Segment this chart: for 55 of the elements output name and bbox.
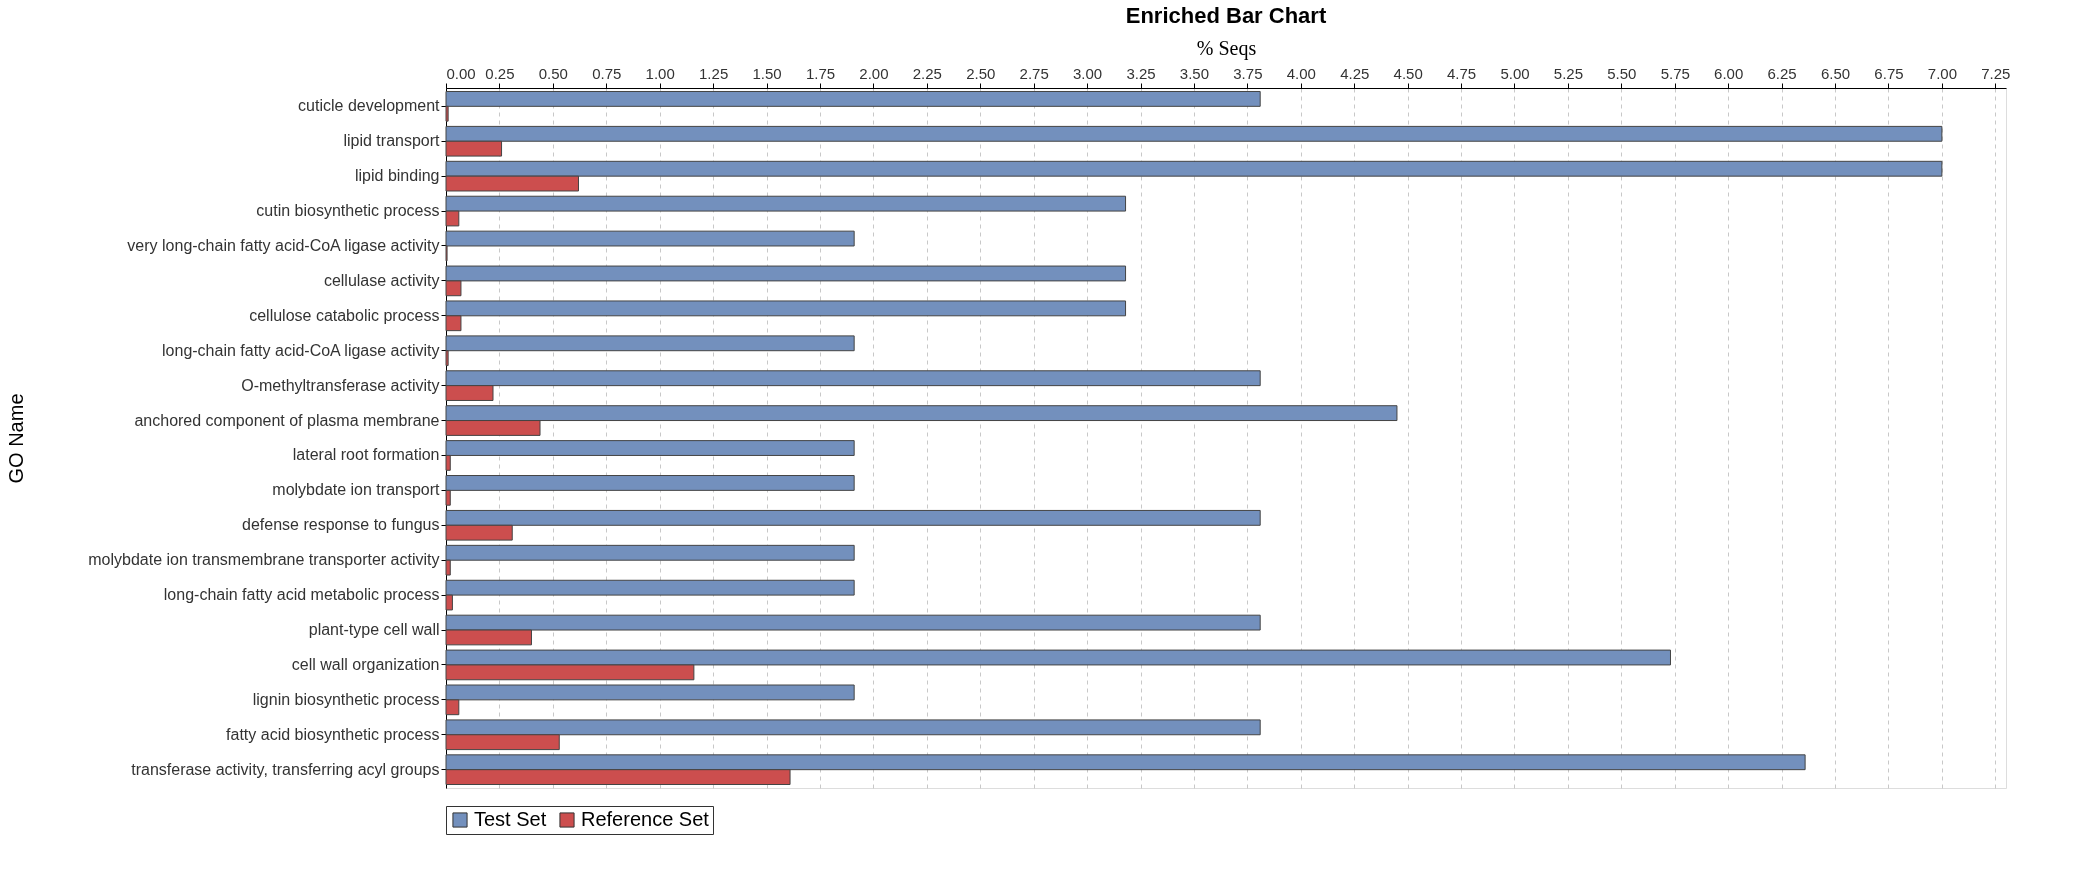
x-tick-label: 0.50 — [538, 64, 568, 82]
y-tick-label: anchored component of plasma membrane — [134, 411, 440, 429]
y-tick-label: cell wall organization — [291, 655, 440, 673]
x-tick-label: 0.75 — [592, 64, 622, 82]
x-tick-label: 6.50 — [1820, 64, 1851, 82]
y-tick-label: long-chain fatty acid-CoA ligase activity — [162, 341, 440, 359]
x-tick-label: 1.50 — [752, 64, 782, 82]
y-tick-label: cuticle development — [298, 97, 441, 115]
x-tick-label: 6.75 — [1874, 64, 1904, 82]
x-tick-label: 3.25 — [1126, 64, 1156, 82]
x-tick-label: 1.25 — [699, 64, 729, 82]
y-tick-label: defense response to fungus — [242, 516, 440, 534]
legend-label: Test Set — [474, 808, 547, 830]
x-tick-label: 5.00 — [1500, 64, 1530, 82]
y-tick-label: cutin biosynthetic process — [256, 202, 440, 220]
x-tick-label: 2.50 — [966, 64, 996, 82]
chart-title: Enriched Bar Chart — [1125, 3, 1327, 28]
y-tick-label: cellulose catabolic process — [249, 306, 440, 324]
x-tick-label: 0.00 — [446, 64, 476, 82]
y-tick-label: lipid binding — [354, 167, 440, 185]
x-tick-label: 1.75 — [805, 64, 836, 82]
legend-label: Reference Set — [581, 808, 710, 830]
x-tick-label: 3.75 — [1233, 64, 1263, 82]
y-tick-label: long-chain fatty acid metabolic process — [163, 586, 440, 604]
x-tick-label: 2.00 — [859, 64, 889, 82]
x-tick-label: 4.00 — [1286, 64, 1316, 82]
x-tick-label: 3.00 — [1072, 64, 1103, 82]
y-tick-label: lipid transport — [343, 132, 441, 150]
x-tick-label: 2.75 — [1019, 64, 1049, 82]
y-tick-label: very long-chain fatty acid-CoA ligase activity — [127, 236, 440, 254]
y-tick-label: fatty acid biosynthetic process — [226, 725, 440, 743]
y-tick-label: lateral root formation — [292, 446, 440, 464]
x-tick-label: 1.00 — [645, 64, 675, 82]
y-tick-label: plant-type cell wall — [308, 621, 440, 639]
x-tick-label: 6.25 — [1767, 64, 1797, 82]
x-tick-label: 4.75 — [1446, 64, 1477, 82]
x-tick-label: 4.25 — [1340, 64, 1370, 82]
x-tick-label: 3.50 — [1179, 64, 1210, 82]
x-tick-label: 2.25 — [912, 64, 942, 82]
y-tick-label: cellulase activity — [323, 271, 440, 289]
x-tick-label: 0.25 — [485, 64, 515, 82]
x-tick-label: 7.00 — [1927, 64, 1957, 82]
x-tick-label: 5.25 — [1553, 64, 1584, 82]
x-tick-label: 6.00 — [1714, 64, 1744, 82]
y-tick-label: O-methyltransferase activity — [241, 376, 440, 394]
y-axis-title: GO Name — [4, 393, 27, 484]
y-tick-label: transferase activity, transferring acyl groups — [131, 760, 440, 778]
y-tick-label: molybdate ion transmembrane transporter activity — [88, 551, 440, 569]
y-tick-label: lignin biosynthetic process — [252, 690, 440, 708]
x-tick-label: 5.75 — [1660, 64, 1690, 82]
x-tick-label: 5.50 — [1607, 64, 1637, 82]
x-tick-label: 7.25 — [1981, 64, 2011, 82]
x-axis-title: % Seqs — [1196, 36, 1257, 60]
y-tick-label: molybdate ion transport — [272, 481, 441, 499]
x-tick-label: 4.50 — [1393, 64, 1423, 82]
